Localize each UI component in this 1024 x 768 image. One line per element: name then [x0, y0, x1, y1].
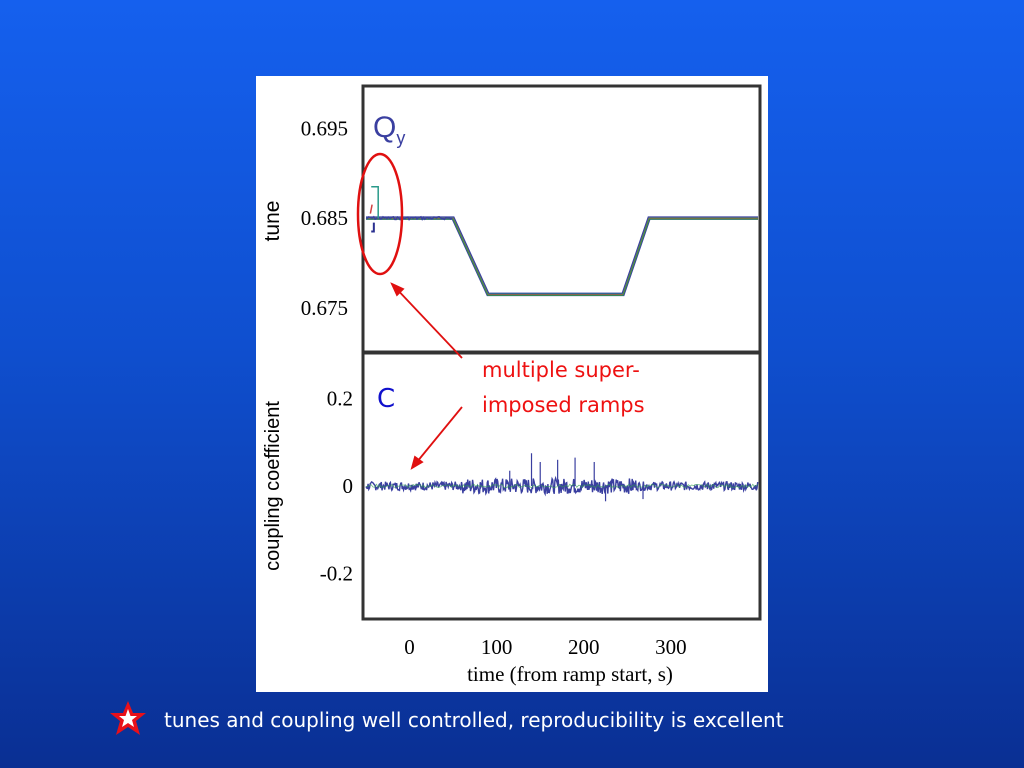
- star-bullet-inner: [119, 709, 137, 727]
- tune-noise-line: [365, 215, 453, 221]
- chart-figure: Qy C tune coupling coefficient time (fro…: [256, 76, 768, 692]
- xtick-label: 200: [568, 635, 600, 659]
- top-plot-data: [365, 185, 758, 297]
- tune-series-line: [366, 217, 758, 296]
- bottom-ytick-label: -0.2: [320, 561, 353, 585]
- bottom-ytick-label: 0: [343, 474, 354, 498]
- bottom-panel-title: C: [377, 384, 395, 414]
- highlight-ellipse: [356, 152, 404, 276]
- xtick-label: 100: [481, 635, 512, 659]
- coupling-overlay-line: [365, 483, 759, 489]
- tune-series-line: [366, 218, 758, 296]
- annotation-arrows: [390, 282, 463, 470]
- xlabel: time (from ramp start, s): [467, 662, 673, 686]
- bottom-ylabel: coupling coefficient: [262, 401, 284, 571]
- annotation-text: multiple super- imposed ramps: [482, 358, 647, 417]
- top-ytick-label: 0.675: [301, 296, 348, 320]
- tune-series-line: [366, 217, 758, 295]
- xtick-label: 0: [404, 635, 415, 659]
- bottom-plot-data: [365, 453, 759, 502]
- tick-labels: 0.695 0.685 0.675 0.2 0 -0.2 0 100 200 300: [301, 116, 687, 659]
- tune-ramp-step: [369, 204, 373, 214]
- bottom-ytick-label: 0.2: [327, 387, 353, 411]
- star-icon: [110, 701, 146, 735]
- caption-row: tunes and coupling well controlled, repr…: [108, 700, 784, 740]
- arrow-head-lower: [410, 455, 424, 470]
- tune-ramp-step: [371, 185, 379, 219]
- caption-text: tunes and coupling well controlled, repr…: [164, 708, 784, 732]
- top-panel-title-subscript: y: [396, 128, 405, 148]
- arrow-to-ellipse: [391, 283, 463, 359]
- annotation-line-1: multiple super-: [482, 358, 640, 382]
- top-ytick-label: 0.685: [301, 206, 348, 230]
- arrow-head-upper: [390, 282, 405, 297]
- top-ytick-label: 0.695: [301, 116, 348, 140]
- tune-series-line: [366, 216, 758, 297]
- tune-ramp-step: [371, 222, 375, 233]
- xtick-label: 300: [655, 635, 687, 659]
- top-panel-title: Qy: [373, 111, 405, 148]
- top-ylabel: tune: [261, 201, 284, 242]
- coupling-series-line: [365, 475, 759, 497]
- chart-svg: Qy C tune coupling coefficient time (fro…: [261, 84, 762, 686]
- arrow-to-coupling: [411, 406, 463, 469]
- annotation-line-2: imposed ramps: [482, 393, 645, 417]
